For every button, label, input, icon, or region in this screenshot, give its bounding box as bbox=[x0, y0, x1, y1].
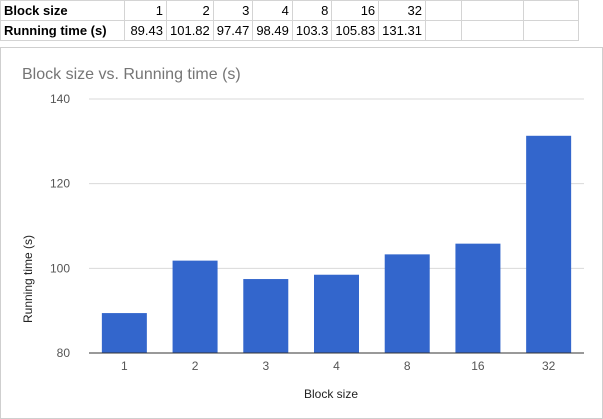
bar-32[interactable] bbox=[526, 135, 572, 353]
table-cell[interactable]: 105.83 bbox=[331, 20, 380, 41]
table-row: Running time (s) 89.43 101.82 97.47 98.4… bbox=[0, 20, 579, 41]
table-cell[interactable]: 131.31 bbox=[378, 20, 426, 41]
table-cell[interactable]: 101.82 bbox=[166, 20, 214, 41]
data-table: Block size 1 2 3 4 8 16 32 Running time … bbox=[0, 0, 579, 41]
table-cell[interactable]: 1 bbox=[124, 0, 167, 21]
x-tick-label: 2 bbox=[192, 359, 199, 373]
x-tick-label: 32 bbox=[542, 359, 556, 373]
table-cell[interactable] bbox=[424, 20, 462, 41]
x-tick-label: 8 bbox=[404, 359, 411, 373]
bar-8[interactable] bbox=[384, 254, 430, 353]
table-cell[interactable]: 97.47 bbox=[212, 20, 254, 41]
bars bbox=[89, 135, 584, 354]
bar-chart: 80 100 120 140 1 2 3 4 8 16 32 Block size vs. Run… bbox=[21, 66, 584, 401]
bar-2[interactable] bbox=[172, 260, 218, 353]
table-row: Block size 1 2 3 4 8 16 32 bbox=[0, 0, 579, 21]
row-header-running-time[interactable]: Running time (s) bbox=[0, 20, 125, 41]
table-cell[interactable]: 4 bbox=[252, 0, 293, 21]
x-tick-label: 16 bbox=[471, 359, 485, 373]
x-tick-label: 1 bbox=[121, 359, 128, 373]
y-tick-label: 120 bbox=[50, 177, 70, 191]
table-cell[interactable]: 2 bbox=[166, 0, 214, 21]
table-cell[interactable] bbox=[460, 20, 524, 41]
y-tick-label: 100 bbox=[50, 261, 70, 275]
x-tick-labels: 1 2 3 4 8 16 32 bbox=[121, 359, 556, 373]
table-cell[interactable] bbox=[522, 20, 579, 41]
table-cell[interactable]: 16 bbox=[331, 0, 380, 21]
chart-title: Block size vs. Running time (s) bbox=[22, 66, 241, 83]
row-header-block-size[interactable]: Block size bbox=[0, 0, 125, 21]
y-tick-label: 80 bbox=[57, 346, 71, 360]
y-tick-label: 140 bbox=[50, 92, 70, 106]
bar-3[interactable] bbox=[243, 279, 289, 353]
y-axis-label: Running time (s) bbox=[21, 235, 35, 323]
table-cell[interactable]: 98.49 bbox=[252, 20, 293, 41]
x-tick-label: 4 bbox=[333, 359, 340, 373]
table-cell[interactable] bbox=[522, 0, 579, 21]
x-tick-label: 3 bbox=[262, 359, 269, 373]
table-cell[interactable]: 103.3 bbox=[291, 20, 333, 41]
table-cell[interactable] bbox=[424, 0, 462, 21]
table-cell[interactable] bbox=[460, 0, 524, 21]
table-cell[interactable]: 3 bbox=[212, 0, 254, 21]
bar-4[interactable] bbox=[314, 274, 359, 353]
x-axis-label: Block size bbox=[304, 387, 358, 401]
chart-container[interactable]: 80 100 120 140 1 2 3 4 8 16 32 Block size vs. Run… bbox=[0, 47, 603, 419]
table-cell[interactable]: 8 bbox=[291, 0, 333, 21]
table-cell[interactable]: 89.43 bbox=[124, 20, 167, 41]
table-cell[interactable]: 32 bbox=[378, 0, 426, 21]
y-tick-labels: 80 100 120 140 bbox=[50, 92, 70, 360]
bar-1[interactable] bbox=[101, 313, 147, 353]
bar-16[interactable] bbox=[455, 243, 501, 353]
